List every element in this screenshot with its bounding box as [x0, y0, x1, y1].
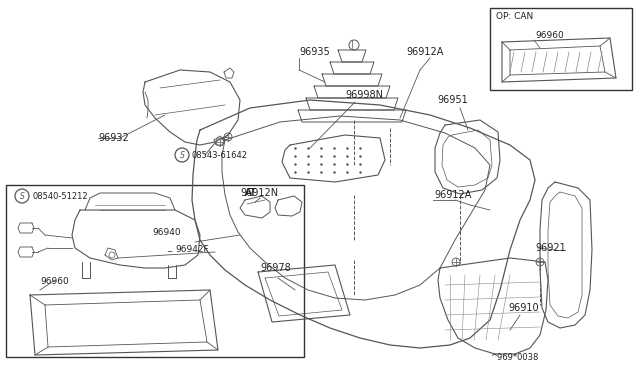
Text: 96942F: 96942F	[175, 246, 209, 254]
Text: 96912N: 96912N	[240, 188, 278, 198]
Text: ─: ─	[167, 249, 172, 255]
Text: S: S	[20, 192, 24, 201]
Text: 96978: 96978	[260, 263, 291, 273]
Bar	[490, 8, 632, 90]
Text: 96932: 96932	[98, 133, 129, 143]
Text: 96935: 96935	[299, 47, 330, 57]
Text: 96998N: 96998N	[345, 90, 383, 100]
Text: 08540-51212: 08540-51212	[32, 192, 88, 201]
Text: 08543-61642: 08543-61642	[192, 151, 248, 160]
Text: AT: AT	[245, 188, 257, 198]
Text: 96910: 96910	[508, 303, 539, 313]
Bar	[6, 185, 304, 357]
Text: OP: CAN: OP: CAN	[496, 12, 533, 20]
Text: 96921: 96921	[535, 243, 566, 253]
Text: AT: AT	[245, 188, 257, 198]
Text: 96960: 96960	[535, 31, 564, 39]
Text: 96912A: 96912A	[434, 190, 472, 200]
Text: ^969*0038: ^969*0038	[490, 353, 538, 362]
Text: 96940: 96940	[152, 228, 180, 237]
Text: 96951: 96951	[437, 95, 468, 105]
Text: 96912A: 96912A	[406, 47, 444, 57]
Text: S: S	[180, 151, 184, 160]
Text: 96960: 96960	[40, 278, 68, 286]
